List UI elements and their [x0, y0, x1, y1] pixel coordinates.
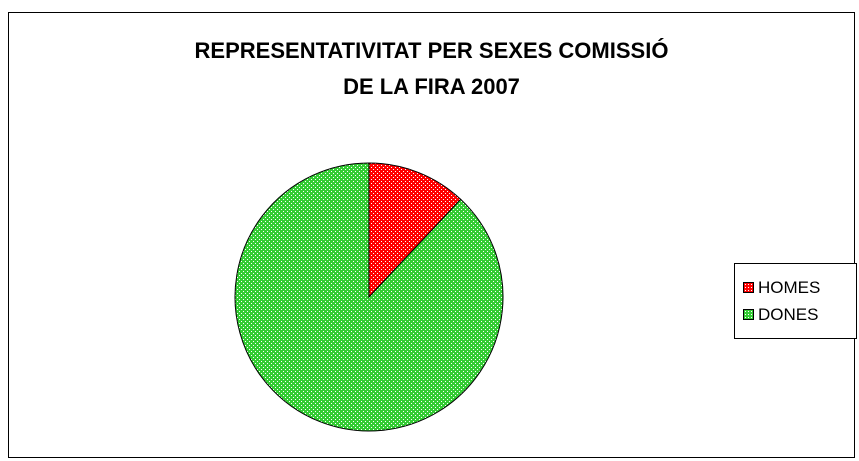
legend-swatch-homes: [743, 282, 754, 293]
legend-entry-dones: DONES: [743, 301, 856, 328]
pie-slice-dones: [234, 162, 504, 432]
pie-slice-homes: [368, 162, 462, 299]
chart-title-line-2: DE LA FIRA 2007: [343, 74, 520, 99]
legend-entry-homes: HOMES: [743, 274, 856, 301]
chart-title-line-1: REPRESENTATIVITAT PER SEXES COMISSIÓ: [194, 38, 669, 63]
legend-label-dones: DONES: [758, 304, 819, 324]
chart-area: REPRESENTATIVITAT PER SEXES COMISSIÓ DE …: [8, 12, 857, 458]
legend-swatch-dones: [743, 309, 754, 320]
legend-label-homes: HOMES: [758, 277, 821, 297]
pie-chart: [234, 162, 504, 432]
chart-title: REPRESENTATIVITAT PER SEXES COMISSIÓ DE …: [9, 33, 854, 105]
legend: HOMES DONES: [734, 263, 857, 339]
